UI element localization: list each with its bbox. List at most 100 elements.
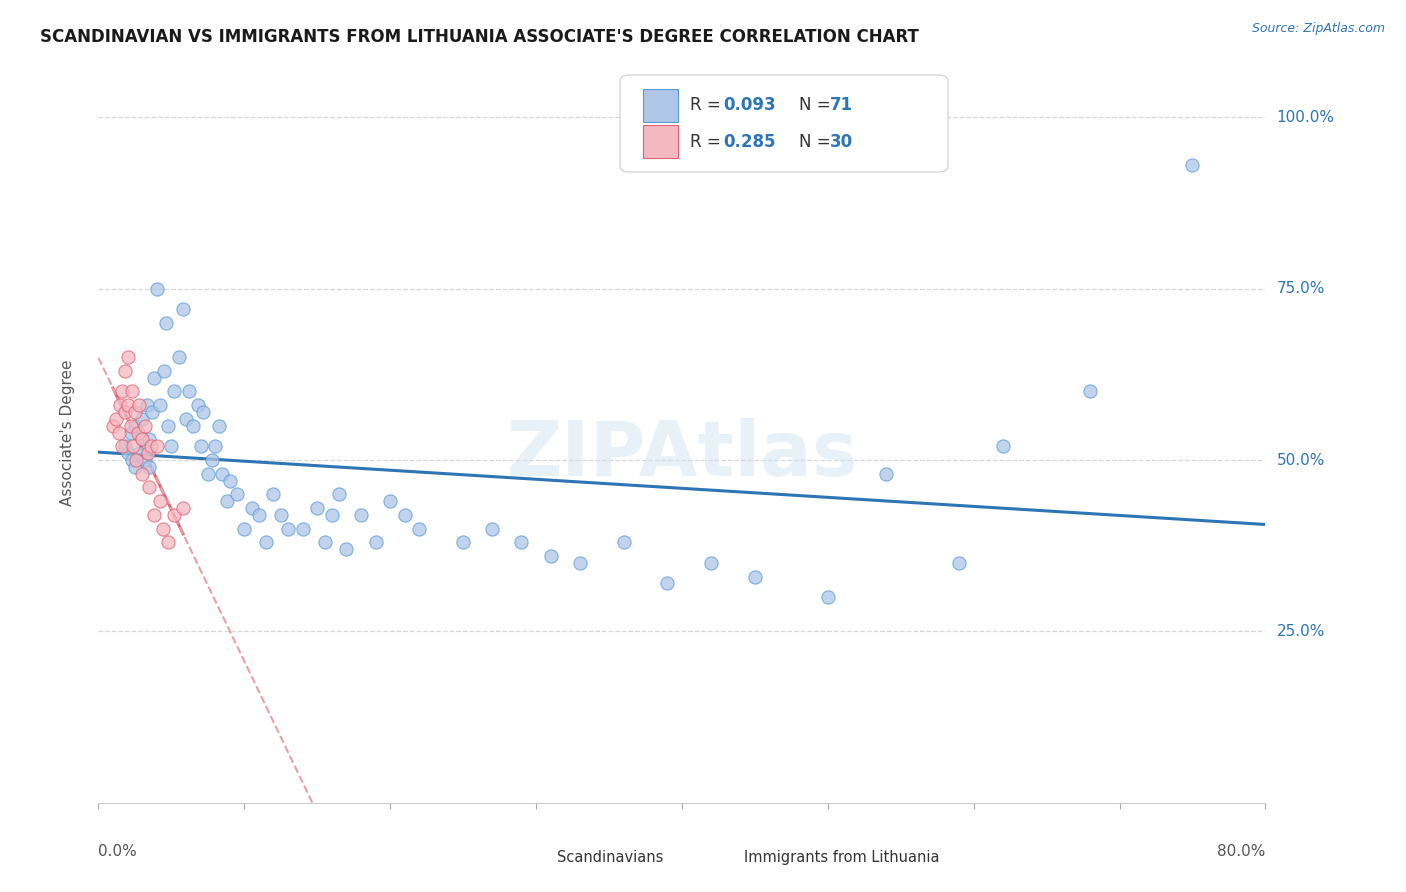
- Y-axis label: Associate's Degree: Associate's Degree: [60, 359, 75, 506]
- Point: [201, 453, 224, 467]
- Point: [142, 508, 165, 522]
- Point: [111, 439, 134, 453]
- Point: [135, 398, 157, 412]
- Point: [204, 439, 226, 453]
- Point: [875, 467, 897, 481]
- Point: [187, 398, 209, 412]
- Point: [240, 501, 263, 516]
- Point: [262, 487, 284, 501]
- Text: R =: R =: [690, 133, 725, 151]
- Point: [172, 501, 194, 516]
- Point: [568, 556, 591, 570]
- Point: [174, 412, 197, 426]
- Point: [190, 439, 212, 453]
- Point: [125, 453, 148, 467]
- Point: [117, 446, 139, 460]
- Point: [114, 439, 136, 453]
- Point: [114, 405, 136, 419]
- Point: [138, 459, 160, 474]
- Text: R =: R =: [690, 96, 725, 114]
- Point: [163, 508, 186, 522]
- Text: N =: N =: [799, 133, 835, 151]
- Point: [101, 418, 124, 433]
- Point: [612, 535, 634, 549]
- Point: [139, 439, 162, 453]
- Point: [128, 446, 150, 460]
- Bar: [644, 88, 679, 122]
- Point: [226, 487, 249, 501]
- Point: [481, 522, 503, 536]
- Point: [1181, 158, 1204, 172]
- Point: [197, 467, 219, 481]
- Point: [149, 398, 172, 412]
- Point: [254, 535, 277, 549]
- Point: [114, 364, 136, 378]
- Point: [167, 350, 190, 364]
- Point: [141, 405, 163, 419]
- Point: [307, 501, 329, 516]
- Point: [142, 371, 165, 385]
- Text: ZIPAtlas: ZIPAtlas: [506, 417, 858, 491]
- Point: [1080, 384, 1102, 399]
- Point: [120, 418, 142, 433]
- Point: [121, 453, 143, 467]
- Text: Scandinavians: Scandinavians: [557, 850, 664, 865]
- Point: [218, 474, 240, 488]
- Point: [110, 398, 132, 412]
- Point: [291, 522, 314, 536]
- Point: [193, 405, 215, 419]
- Point: [215, 494, 238, 508]
- Text: 100.0%: 100.0%: [1277, 110, 1334, 125]
- Point: [134, 418, 156, 433]
- Point: [233, 522, 256, 536]
- Bar: [644, 125, 679, 158]
- Point: [163, 384, 186, 399]
- Text: 0.093: 0.093: [723, 96, 775, 114]
- Point: [177, 384, 200, 399]
- Point: [128, 398, 150, 412]
- Text: 25.0%: 25.0%: [1277, 624, 1324, 639]
- Point: [157, 535, 180, 549]
- Point: [380, 494, 402, 508]
- Point: [451, 535, 474, 549]
- Point: [700, 556, 723, 570]
- Point: [510, 535, 533, 549]
- Point: [948, 556, 970, 570]
- Text: 50.0%: 50.0%: [1277, 452, 1324, 467]
- Point: [138, 433, 160, 447]
- Point: [657, 576, 679, 591]
- Text: Immigrants from Lithuania: Immigrants from Lithuania: [744, 850, 939, 865]
- Point: [160, 439, 183, 453]
- Point: [131, 467, 153, 481]
- Point: [153, 364, 176, 378]
- Point: [146, 282, 169, 296]
- Point: [131, 412, 153, 426]
- Point: [744, 569, 766, 583]
- Text: N =: N =: [799, 96, 835, 114]
- Text: 80.0%: 80.0%: [1218, 844, 1265, 858]
- Point: [991, 439, 1014, 453]
- Point: [120, 425, 142, 440]
- Point: [208, 418, 231, 433]
- Point: [540, 549, 562, 563]
- Point: [350, 508, 373, 522]
- Point: [328, 487, 350, 501]
- Point: [277, 522, 299, 536]
- Text: 0.285: 0.285: [723, 133, 775, 151]
- Point: [408, 522, 430, 536]
- Text: Source: ZipAtlas.com: Source: ZipAtlas.com: [1251, 22, 1385, 36]
- Point: [211, 467, 233, 481]
- Point: [321, 508, 343, 522]
- Point: [124, 418, 146, 433]
- Point: [124, 405, 146, 419]
- Point: [817, 590, 839, 604]
- Text: 75.0%: 75.0%: [1277, 281, 1324, 296]
- Point: [122, 439, 145, 453]
- Point: [146, 439, 169, 453]
- Point: [127, 425, 149, 440]
- Point: [104, 412, 127, 426]
- Point: [136, 446, 159, 460]
- Point: [124, 459, 146, 474]
- Text: 71: 71: [830, 96, 853, 114]
- Point: [335, 542, 357, 557]
